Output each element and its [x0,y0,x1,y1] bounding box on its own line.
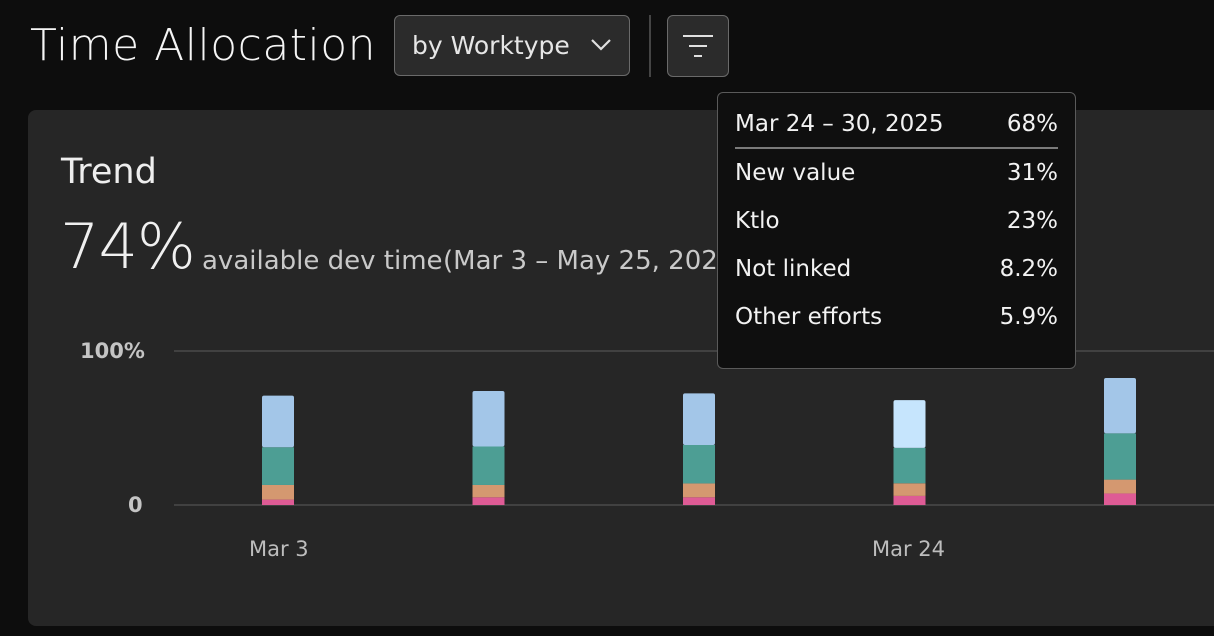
bar-mar-17[interactable] [683,393,715,505]
bar-segment-new-value[interactable] [893,400,926,448]
y-tick-100: 100% [80,339,145,363]
bar-segment-ktlo[interactable] [472,446,505,485]
bar-segment-new-value[interactable] [472,391,505,447]
bar-segment-ktlo[interactable] [262,447,294,485]
bar-segment-not-linked[interactable] [262,484,294,500]
bar-segment-not-linked[interactable] [683,483,715,498]
chevron-down-icon [591,39,611,51]
bar-mar-3[interactable] [262,395,294,505]
y-tick-0: 0 [128,493,143,517]
bar-segment-other-efforts[interactable] [472,497,505,505]
summary-value: 74% [60,210,196,283]
tooltip-label: Other efforts [735,304,883,330]
summary-label: available dev time [202,246,443,276]
group-by-dropdown[interactable]: by Worktype [394,15,630,76]
tooltip-period: Mar 24 – 30, 2025 [735,111,944,137]
tooltip-header: Mar 24 – 30, 2025 68% [735,93,1058,149]
bar-segment-ktlo[interactable] [1104,433,1136,480]
bar-segment-other-efforts[interactable] [683,497,715,505]
bar-segment-not-linked[interactable] [472,484,505,498]
bar-segment-new-value[interactable] [683,393,715,445]
tooltip-label: Ktlo [735,208,780,234]
bar-segment-new-value[interactable] [262,395,294,448]
bar-mar-10[interactable] [472,391,505,505]
bar-segment-other-efforts[interactable] [1104,493,1136,505]
bar-segment-ktlo[interactable] [683,444,715,484]
bar-segment-other-efforts[interactable] [893,495,926,505]
tooltip-row-other-efforts: Other efforts 5.9% [735,293,1058,341]
tooltip-value: 31% [1006,160,1058,186]
tooltip-total: 68% [1006,111,1058,137]
bar-segment-other-efforts[interactable] [262,499,294,505]
tooltip-value: 8.2% [999,256,1058,282]
x-tick-mar-3: Mar 3 [249,537,309,561]
tooltip-row-not-linked: Not linked 8.2% [735,245,1058,293]
bar-segment-new-value[interactable] [1104,377,1136,434]
summary-range: (Mar 3 – May 25, 2025) [443,246,745,276]
tooltip-row-new-value: New value 31% [735,149,1058,197]
bar-mar-31[interactable] [1104,377,1136,505]
tooltip-value: 23% [1006,208,1058,234]
x-tick-mar-24: Mar 24 [872,537,946,561]
filter-button[interactable] [667,15,729,77]
filter-icon [683,35,713,57]
tooltip-row-ktlo: Ktlo 23% [735,197,1058,245]
group-by-label: by Worktype [412,31,570,60]
chart-tooltip: Mar 24 – 30, 2025 68% New value 31% Ktlo… [717,92,1076,369]
bar-segment-not-linked[interactable] [1104,479,1136,494]
tooltip-label: New value [735,160,856,186]
tooltip-label: Not linked [735,256,852,282]
bar-mar-24[interactable] [893,400,926,505]
bar-segment-not-linked[interactable] [893,483,926,496]
page-title: Time Allocation [30,20,377,71]
tooltip-value: 5.9% [999,304,1058,330]
trend-title: Trend [61,152,157,192]
bar-segment-ktlo[interactable] [893,447,926,484]
header-divider [649,15,651,77]
